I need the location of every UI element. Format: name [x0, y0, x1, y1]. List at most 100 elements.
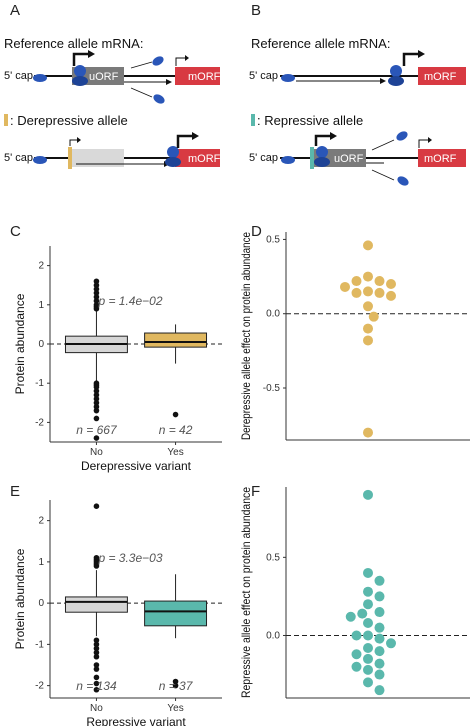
ribosome-icon: [72, 65, 88, 86]
outlier-point: [93, 388, 100, 394]
panel-f-letter: F: [251, 483, 260, 500]
data-point: [363, 599, 373, 610]
x-tick-label: Yes: [167, 703, 183, 714]
ribosome-icon: [33, 74, 47, 82]
y-tick-label: -2: [35, 681, 44, 692]
data-point: [363, 677, 373, 688]
panel-a-ref-title: Reference allele mRNA:: [4, 36, 143, 51]
outlier-point: [93, 503, 100, 509]
panel-c-letter: C: [10, 223, 21, 240]
y-axis-label: Repressive allele effect on protein abun…: [239, 487, 253, 698]
data-point: [351, 649, 362, 660]
panel-f-chart: 0.5 0.0 Repressive allele effect on protei…: [239, 487, 470, 699]
panel-c-chart: 2 1 0 -1 -2 Protein abundance Derepressive var…: [13, 246, 222, 473]
panel-b-cap2-label: 5' cap: [249, 152, 278, 164]
y-tick-label: -2: [35, 417, 44, 428]
data-point: [374, 575, 385, 586]
derepressive-mark: [68, 147, 72, 169]
x-axis-label: Derepressive variant: [81, 459, 192, 473]
ribosome-icon: [165, 146, 181, 167]
data-point: [374, 622, 385, 633]
outlier-point: [93, 298, 100, 304]
data-point: [357, 608, 368, 619]
outlier-point: [172, 411, 179, 418]
disrupted-uorf-box: [70, 149, 124, 167]
panel-b-cap-label: 5' cap: [249, 70, 278, 82]
data-point: [363, 567, 373, 578]
ribosome-icon: [314, 146, 330, 167]
outlier-point: [172, 678, 179, 685]
panel-d-letter: D: [251, 223, 262, 240]
outlier-point: [93, 680, 100, 687]
y-tick-label: 1: [38, 300, 44, 311]
data-point: [386, 638, 396, 649]
data-point: [374, 287, 385, 298]
panel-a-allele-label: : Derepressive allele: [10, 113, 128, 128]
ribosome-icon: [397, 176, 409, 186]
panel-a-letter: A: [10, 2, 20, 19]
outlier-point: [93, 674, 100, 681]
data-point: [386, 290, 396, 301]
data-point: [374, 607, 385, 618]
box-yes: [144, 600, 208, 627]
panel-b-ref-title: Reference allele mRNA:: [251, 36, 390, 51]
x-axis-label: Repressive variant: [86, 715, 186, 726]
data-point: [363, 271, 373, 282]
ribosome-icon: [281, 156, 295, 164]
y-tick-label: -1: [35, 378, 44, 389]
morf-box: [418, 67, 466, 85]
data-point: [368, 311, 379, 322]
outlier-point: [93, 384, 100, 390]
repressive-swatch: [251, 114, 255, 126]
y-tick-label: 2: [38, 261, 44, 272]
start-arrow-icon: [72, 52, 90, 66]
data-point: [363, 664, 373, 675]
data-point: [363, 427, 373, 438]
box-no: [64, 596, 128, 613]
morf-box: [175, 67, 220, 85]
outlier-point: [172, 682, 179, 689]
morf2-label: mORF: [188, 153, 221, 165]
outlier-point: [93, 637, 100, 644]
y-tick-label: 0.0: [266, 630, 280, 641]
outlier-point: [93, 400, 100, 406]
data-point: [351, 630, 362, 641]
panel-b-allele-label: : Repressive allele: [257, 113, 363, 128]
box-yes: [144, 332, 208, 348]
y-tick-label: -0.5: [263, 383, 281, 394]
panel-b-uorf-label: uORF: [334, 153, 364, 165]
data-point: [374, 276, 385, 287]
data-point: [340, 281, 350, 292]
uorf-label: uORF: [89, 71, 119, 83]
y-tick-label: 2: [38, 516, 44, 527]
panel-e-letter: E: [10, 483, 20, 500]
repressive-mark: [310, 147, 314, 169]
ribosome-icon: [388, 65, 404, 86]
data-point: [374, 658, 385, 669]
data-point: [345, 611, 356, 622]
data-point: [374, 685, 385, 696]
outlier-point: [93, 641, 100, 648]
panel-b-letter: B: [251, 2, 261, 19]
panel-e-chart: 2 1 0 -1 -2 Protein abundance Repressive varia…: [13, 500, 222, 726]
y-tick-label: -1: [35, 639, 44, 650]
y-tick-label: 0.0: [266, 309, 280, 320]
outlier-point: [93, 407, 100, 414]
y-tick-label: 0.5: [266, 234, 280, 245]
outlier-point: [93, 649, 100, 656]
y-axis-label: Protein abundance: [13, 548, 27, 649]
morf-label: mORF: [188, 71, 221, 83]
outlier-point: [93, 435, 100, 441]
data-point: [363, 240, 373, 251]
y-tick-label: 0: [38, 598, 44, 609]
data-point: [351, 661, 362, 672]
outlier-point: [93, 290, 100, 296]
y-tick-label: 0: [38, 339, 44, 350]
morf-box: [418, 149, 466, 167]
y-tick-label: 1: [38, 557, 44, 568]
data-point: [374, 669, 385, 680]
panel-b-morf2-label: mORF: [424, 153, 457, 165]
start-arrow-icon: [314, 134, 332, 146]
panel-a-cap-label: 5' cap: [4, 70, 33, 82]
